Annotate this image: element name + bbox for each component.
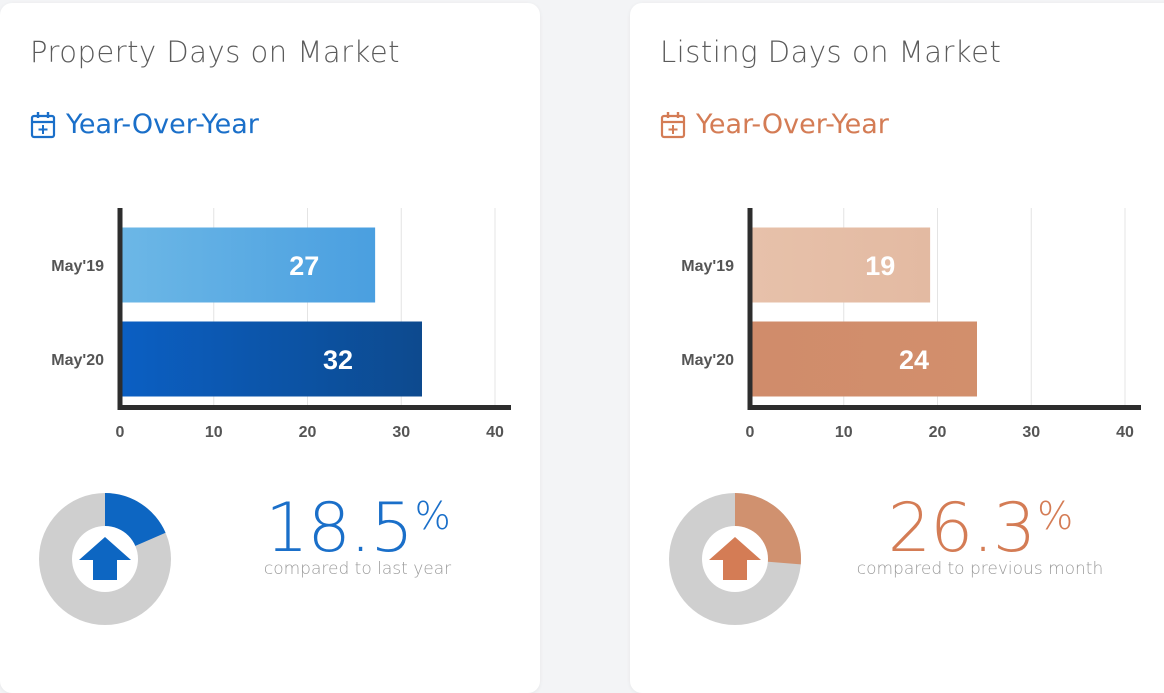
bar-value-label: 32: [323, 345, 353, 375]
y-tick-label: May'20: [681, 352, 734, 369]
change-donut: [39, 493, 171, 625]
card-title: Property Days on Market: [30, 35, 401, 69]
period-label: Year-Over-Year: [30, 109, 259, 140]
change-block: 18.5% compared to last year: [225, 491, 490, 580]
bar-value-label: 19: [865, 251, 895, 281]
x-tick-label: 30: [1022, 424, 1040, 441]
change-value: 18.5: [265, 489, 413, 568]
x-tick-label: 0: [116, 424, 125, 441]
change-donut: [669, 493, 801, 625]
change-block: 26.3% compared to previous month: [840, 491, 1120, 580]
x-tick-label: 20: [299, 424, 317, 441]
property-days-card: Property Days on Market Year-Over-Year 0…: [0, 3, 540, 693]
period-text: Year-Over-Year: [66, 109, 259, 140]
calendar-plus-icon: [30, 111, 56, 139]
y-tick-label: May'19: [681, 258, 734, 275]
y-tick-label: May'19: [51, 258, 104, 275]
change-value: 26.3: [887, 489, 1036, 568]
bar: [122, 321, 422, 397]
period-text: Year-Over-Year: [696, 109, 889, 140]
x-tick-label: 20: [929, 424, 947, 441]
x-tick-label: 40: [1116, 424, 1134, 441]
bar-chart: 0 10 20 30 40 19 May'19 24 May'20: [681, 208, 1141, 441]
change-value-row: 26.3%: [840, 491, 1120, 567]
x-tick-label: 0: [746, 424, 755, 441]
bar: [752, 321, 977, 397]
bar: [122, 227, 376, 303]
percent-sign: %: [1037, 494, 1073, 538]
y-tick-label: May'20: [51, 352, 104, 369]
x-tick-label: 10: [835, 424, 853, 441]
arrow-up-icon: [709, 537, 761, 580]
calendar-plus-icon: [660, 111, 686, 139]
x-tick-label: 40: [486, 424, 504, 441]
change-caption: compared to last year: [263, 559, 452, 579]
bar-value-label: 24: [899, 345, 929, 375]
card-title: Listing Days on Market: [660, 35, 1002, 69]
bar-value-label: 27: [289, 251, 319, 281]
change-caption: compared to previous month: [856, 559, 1104, 579]
listing-days-card: Listing Days on Market Year-Over-Year 0 1…: [630, 3, 1164, 693]
percent-sign: %: [414, 494, 451, 538]
x-tick-label: 30: [392, 424, 410, 441]
change-value-row: 18.5%: [225, 491, 490, 567]
bar: [752, 227, 931, 303]
x-tick-label: 10: [205, 424, 223, 441]
period-label: Year-Over-Year: [660, 109, 889, 140]
bar-chart: 0 10 20 30 40 27 May'19 32 May'20: [51, 208, 511, 441]
arrow-up-icon: [79, 537, 131, 580]
